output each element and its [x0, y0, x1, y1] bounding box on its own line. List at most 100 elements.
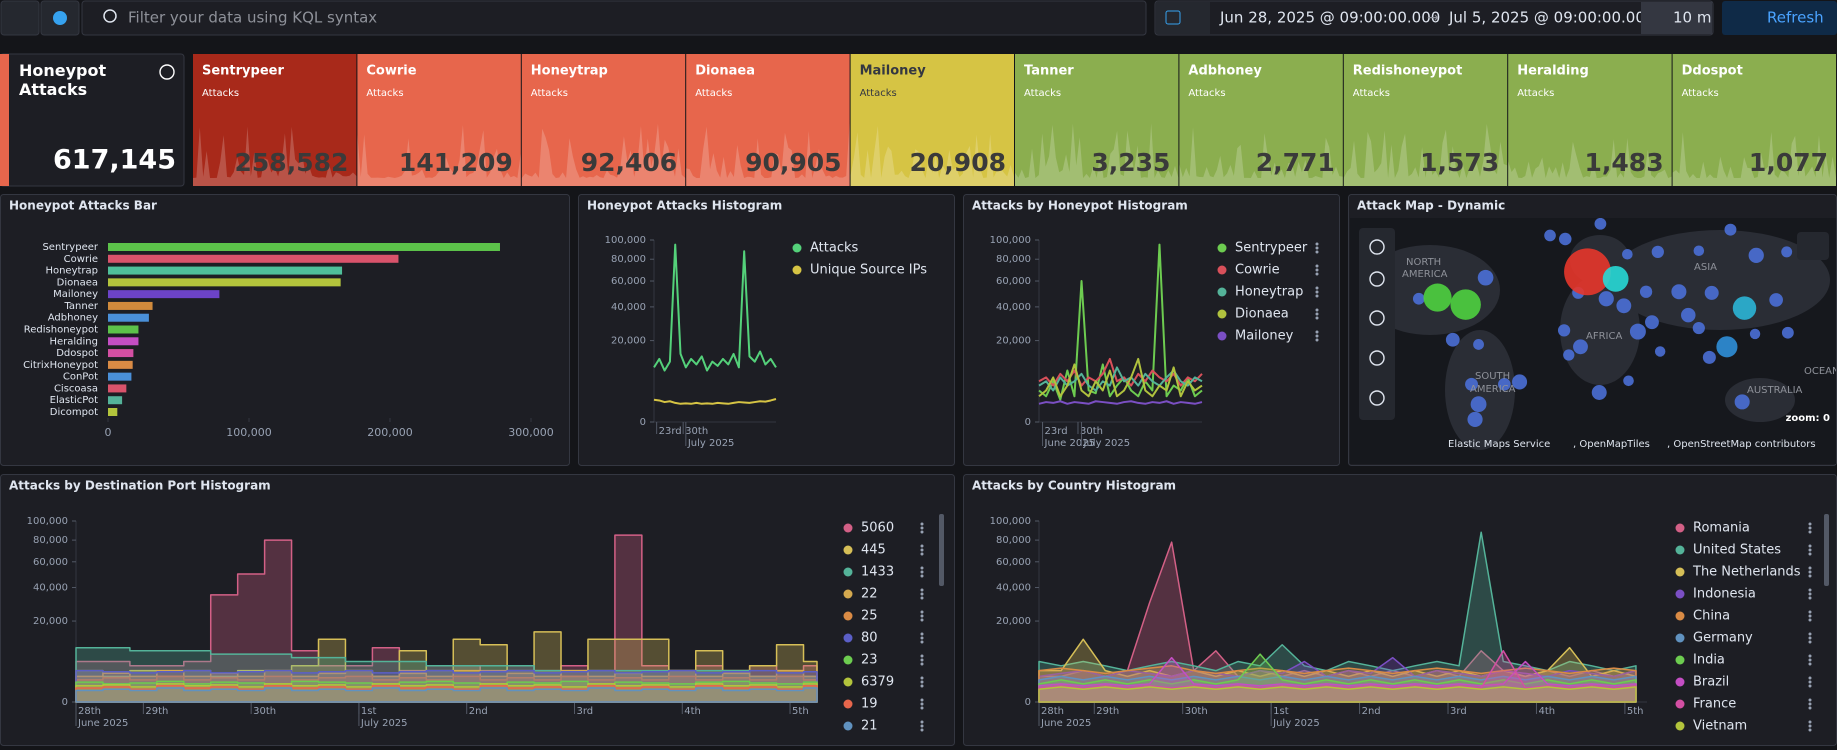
legend-menu-dot: [1808, 566, 1812, 570]
legend-menu-dot: [1808, 530, 1812, 534]
legend-menu-dot: [920, 618, 924, 622]
x-tick-label: 5th: [792, 706, 809, 717]
bar: [108, 243, 500, 251]
query-input[interactable]: [81, 0, 1147, 36]
tile-title: Heralding: [1517, 64, 1589, 79]
tile-subtitle: Attacks: [1024, 88, 1061, 99]
legend-menu-dot: [920, 724, 924, 728]
legend-menu-dot: [1315, 242, 1319, 246]
category-label: Ddospot: [56, 348, 98, 359]
legend-menu-dot: [1315, 316, 1319, 320]
map-point: [1467, 411, 1483, 428]
x-tick-label: 30th: [253, 706, 276, 717]
legend-menu-dot: [1315, 268, 1319, 272]
legend-menu-dot: [1315, 312, 1319, 316]
x-sub-label: July 2025: [360, 718, 408, 729]
category-label: Dicompot: [50, 407, 98, 418]
legend-menu-dot: [920, 552, 924, 556]
land: [1725, 378, 1795, 422]
x-tick-label: 29th: [145, 706, 168, 717]
legend-swatch: [1675, 699, 1685, 709]
map-point: [1573, 339, 1588, 355]
sparkline: [521, 123, 686, 186]
total-tile-stripe: [0, 54, 9, 186]
legend-menu-dot: [920, 702, 924, 706]
bar: [108, 266, 343, 275]
legend-swatch: [843, 545, 853, 555]
map-point: [1450, 289, 1481, 320]
tile-value: 2,771: [1256, 148, 1335, 177]
y-tick-label: 60,000: [611, 276, 646, 287]
legend-menu-dot: [920, 588, 924, 592]
line-series: [653, 398, 777, 405]
bar: [108, 384, 127, 393]
legend-menu-dot: [1315, 338, 1319, 342]
legend-swatch: [843, 699, 853, 709]
legend-label: Dionaea: [1235, 307, 1289, 322]
tile-title: Sentrypeer: [202, 64, 284, 79]
y-tick-label: 40,000: [33, 583, 68, 594]
legend-menu-dot: [1808, 596, 1812, 600]
bar: [108, 313, 149, 322]
start-date[interactable]: Jun 28, 2025 @ 09:00:00.000: [1219, 9, 1440, 27]
legend-menu-dot: [920, 530, 924, 534]
map-point: [1671, 284, 1687, 300]
legend-menu-dot: [1315, 286, 1319, 290]
y-tick-label: 80,000: [996, 535, 1031, 546]
x-tick-label: 29th: [1096, 706, 1119, 717]
x-sub-label: June 2025: [1040, 718, 1091, 729]
tile-subtitle: Attacks: [1517, 88, 1554, 99]
x-tick-label: 30th: [1185, 706, 1208, 717]
date-quick-menu[interactable]: [1156, 2, 1210, 34]
map-point: [1557, 324, 1571, 337]
legend-label: Romania: [1693, 521, 1750, 536]
legend-menu-dot: [920, 658, 924, 662]
map-control-icon: [1369, 310, 1385, 326]
refresh-interval-text: 10 m: [1673, 9, 1711, 27]
x-sub-label: July 2025: [687, 438, 735, 449]
map-point: [1693, 245, 1705, 257]
legend-scrollbar: [939, 514, 944, 586]
x-tick-label: 300,000: [508, 426, 554, 439]
refresh-interval[interactable]: [1641, 2, 1712, 34]
refresh-button[interactable]: [1722, 1, 1837, 35]
x-tick-label: 5th: [1627, 706, 1644, 717]
map-attribution: , OpenStreetMap contributors: [1667, 439, 1816, 450]
sparkline: [1015, 123, 1179, 186]
category-label: Adbhoney: [48, 313, 98, 324]
map-point: [1564, 248, 1611, 296]
end-date[interactable]: Jul 5, 2025 @ 09:00:00.000: [1448, 9, 1654, 27]
legend-menu-dot: [1315, 334, 1319, 338]
map-point: [1732, 296, 1757, 320]
legend-menu-dot: [1315, 294, 1319, 298]
legend-menu-dot: [920, 662, 924, 666]
tile-title: Redishoneypot: [1353, 64, 1463, 79]
map-point: [1602, 265, 1629, 292]
category-label: Honeytrap: [45, 266, 98, 277]
legend-swatch: [1675, 655, 1685, 665]
legend-menu-dot: [1808, 610, 1812, 614]
map-control-icon: [1369, 271, 1385, 287]
legend-menu-dot: [1808, 684, 1812, 688]
add-icon: [53, 11, 67, 25]
panel-title: Attack Map - Dynamic: [1357, 199, 1505, 213]
y-tick-label: 0: [1025, 417, 1031, 428]
filter-menu-button[interactable]: [0, 0, 40, 36]
tile-value: 258,582: [235, 148, 349, 177]
area-series: [1038, 686, 1637, 703]
panel-title: Honeypot Attacks Bar: [9, 199, 157, 213]
map-label: ASIA: [1694, 262, 1717, 273]
legend-menu-dot: [1808, 724, 1812, 728]
category-label: Redishoneypot: [24, 325, 98, 336]
sparkline: [1508, 137, 1672, 186]
tile-subtitle: Attacks: [860, 88, 897, 99]
category-label: Ciscoasa: [54, 383, 98, 394]
legend-menu-dot: [1808, 698, 1812, 702]
map-point: [1629, 323, 1646, 340]
map-point: [1423, 283, 1452, 312]
legend-menu-dot: [1315, 264, 1319, 268]
date-picker[interactable]: [1154, 0, 1714, 36]
map-label: AUSTRALIA: [1747, 385, 1803, 396]
x-tick-label: 23rd: [1045, 426, 1068, 437]
